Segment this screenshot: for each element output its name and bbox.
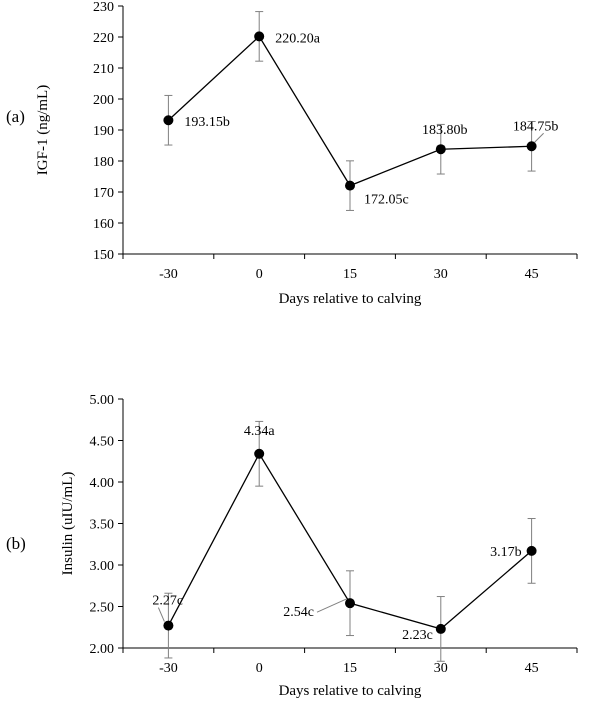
y-tick-label: 180 (93, 155, 114, 170)
y-tick-label: 230 (93, 0, 114, 15)
data-point (526, 141, 537, 152)
data-label-leader (157, 607, 165, 622)
x-tick-label: 30 (434, 661, 448, 676)
y-tick-label: 3.00 (90, 559, 115, 574)
data-label: 2.54c (283, 605, 314, 620)
x-axis-title: Days relative to calving (279, 291, 422, 307)
y-tick-label: 4.50 (90, 435, 115, 450)
chart-panel-a: (a) 150 160 170 180 190 200 210 220 230 -30 0 15 30 45… (6, 0, 578, 307)
y-tick-label: 160 (93, 217, 114, 232)
y-tick-label: 200 (93, 93, 114, 108)
data-point (435, 623, 446, 634)
data-label: 184.75b (513, 119, 559, 134)
data-point (526, 545, 537, 556)
x-tick-label: 15 (343, 661, 357, 676)
x-tick-label: -30 (159, 267, 178, 282)
data-point (345, 180, 355, 191)
x-tick-label: 0 (256, 661, 263, 676)
data-point (435, 144, 446, 155)
data-point (345, 598, 355, 609)
y-tick-label: 170 (93, 186, 114, 201)
chart-panel-b: (b) 2.00 2.50 3.00 3.50 4.00 4.50 5.00 -30 0 15 30 4… (6, 393, 578, 699)
x-tick-label: 45 (525, 267, 539, 282)
y-tick-label: 3.50 (90, 518, 115, 533)
data-label: 2.27c (152, 594, 183, 609)
panel-label: (b) (6, 534, 26, 553)
data-label: 4.34a (244, 424, 276, 439)
data-point (163, 115, 174, 126)
y-tick-label: 4.00 (90, 476, 115, 491)
data-point (254, 31, 265, 42)
data-label: 220.20a (275, 31, 321, 46)
x-tick-label: -30 (159, 661, 178, 676)
x-axis-title: Days relative to calving (279, 683, 422, 699)
y-tick-label: 5.00 (90, 393, 115, 408)
data-point (254, 448, 265, 459)
y-tick-label: 190 (93, 124, 114, 139)
y-tick-label: 220 (93, 31, 114, 46)
x-tick-label: 45 (525, 661, 539, 676)
data-label: 172.05c (364, 193, 409, 208)
x-tick-label: 30 (434, 267, 448, 282)
panel-label: (a) (6, 107, 25, 126)
x-tick-label: 0 (256, 267, 263, 282)
data-point (163, 620, 174, 631)
data-label-leader (316, 598, 347, 613)
y-axis-title: Insulin (uIU/mL) (60, 472, 76, 576)
data-label: 2.23c (402, 628, 433, 643)
data-label: 183.80b (422, 123, 468, 138)
x-tick-label: 15 (343, 267, 357, 282)
y-tick-label: 150 (93, 248, 114, 263)
data-label-leader (534, 132, 544, 143)
y-tick-label: 2.50 (90, 601, 115, 616)
y-axis-title: IGF-1 (ng/mL) (35, 85, 51, 175)
data-label: 193.15b (184, 115, 230, 130)
y-tick-label: 210 (93, 62, 114, 77)
data-label: 3.17b (490, 545, 522, 560)
y-tick-label: 2.00 (90, 642, 115, 657)
